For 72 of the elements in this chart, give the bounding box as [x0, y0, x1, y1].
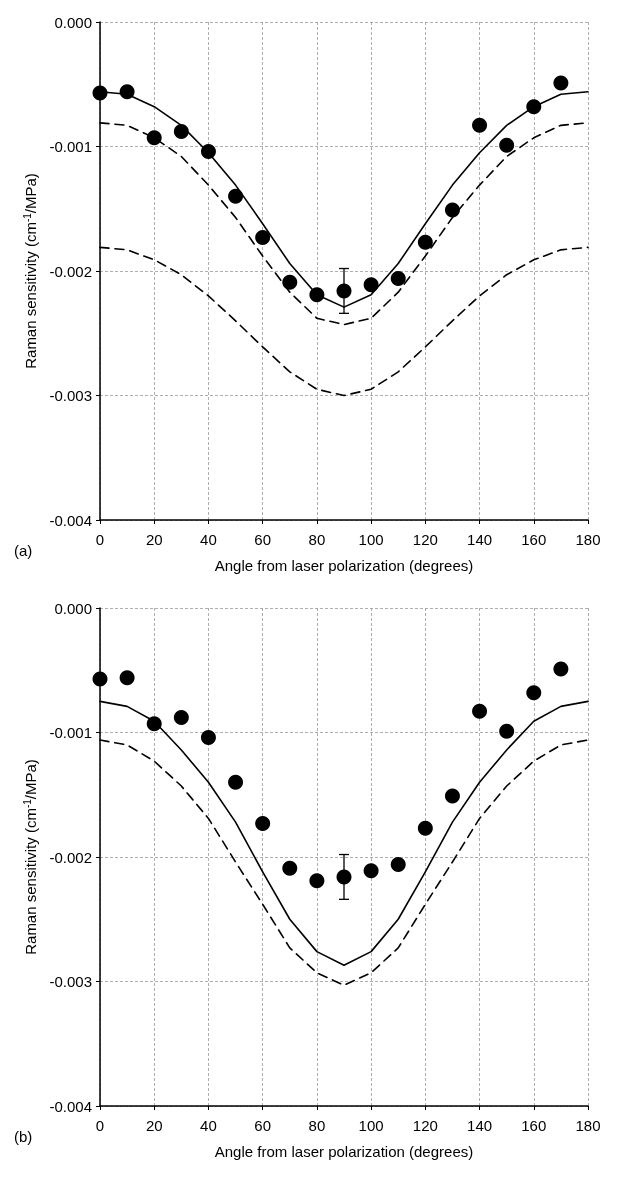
x-tick-label: 120 — [412, 531, 438, 548]
point — [336, 283, 352, 299]
x-tick-label: 20 — [145, 531, 163, 548]
point — [526, 685, 542, 701]
point — [92, 671, 108, 687]
point — [282, 274, 298, 290]
point — [255, 815, 271, 831]
point — [282, 860, 298, 876]
x-tick-label: 20 — [145, 1117, 163, 1134]
point — [553, 661, 569, 677]
y-tick-label: 0.000 — [54, 599, 92, 617]
x-tick-label: 80 — [308, 531, 326, 548]
point — [417, 234, 433, 250]
point — [499, 137, 515, 153]
x-tick-label: 40 — [200, 1117, 217, 1134]
x-tick-label: 160 — [521, 1117, 547, 1134]
x-tick-label: 60 — [254, 531, 272, 548]
x-tick-label: 40 — [200, 531, 217, 548]
point — [417, 820, 433, 836]
point — [499, 723, 515, 739]
y-tick-label: -0.004 — [49, 511, 92, 529]
point — [200, 143, 216, 159]
point — [336, 869, 352, 885]
y-axis-title: Raman sensitivity (cm-1/MPa) — [21, 173, 39, 369]
point — [390, 270, 406, 286]
point — [200, 729, 216, 745]
x-tick-label: 140 — [467, 531, 493, 548]
y-tick-label: -0.003 — [49, 387, 92, 404]
point — [146, 130, 162, 146]
x-tick-label: 100 — [358, 1117, 384, 1134]
y-tick-label: -0.004 — [49, 1097, 92, 1115]
point — [309, 873, 325, 889]
point — [472, 703, 488, 719]
point — [119, 84, 135, 100]
y-tick-label: -0.001 — [49, 724, 92, 741]
x-tick-label: 0 — [95, 1117, 105, 1134]
point — [363, 277, 379, 293]
x-axis-title: Angle from laser polarization (degrees) — [214, 557, 474, 574]
point — [173, 710, 189, 726]
y-tick-label: -0.001 — [49, 138, 92, 155]
x-tick-label: 100 — [358, 531, 384, 548]
point — [119, 670, 135, 686]
x-tick-label: 120 — [412, 1117, 438, 1134]
point — [363, 863, 379, 879]
point — [92, 85, 108, 101]
x-tick-label: 0 — [95, 531, 105, 548]
text: (a) — [14, 542, 33, 559]
x-tick-label: 160 — [521, 531, 547, 548]
x-tick-label: 80 — [308, 1117, 326, 1134]
point — [444, 788, 460, 804]
point — [146, 716, 162, 732]
x-tick-label: 140 — [467, 1117, 493, 1134]
x-axis-title: Angle from laser polarization (degrees) — [214, 1143, 474, 1160]
point — [228, 188, 244, 204]
y-tick-label: 0.000 — [54, 13, 92, 31]
point — [390, 856, 406, 872]
y-tick-label: -0.002 — [49, 848, 92, 866]
x-tick-label: 60 — [254, 1117, 272, 1134]
point — [228, 774, 244, 790]
x-tick-label: 180 — [575, 531, 601, 548]
point — [553, 75, 569, 91]
y-axis-title: Raman sensitivity (cm-1/MPa) — [21, 759, 39, 955]
x-tick-label: 180 — [575, 1117, 601, 1134]
point — [309, 287, 325, 303]
point — [444, 202, 460, 218]
point — [472, 117, 488, 133]
text: (b) — [14, 1128, 33, 1145]
point — [526, 99, 542, 115]
y-tick-label: -0.003 — [49, 973, 92, 990]
point — [255, 229, 271, 245]
y-tick-label: -0.002 — [49, 262, 92, 280]
point — [173, 124, 189, 140]
